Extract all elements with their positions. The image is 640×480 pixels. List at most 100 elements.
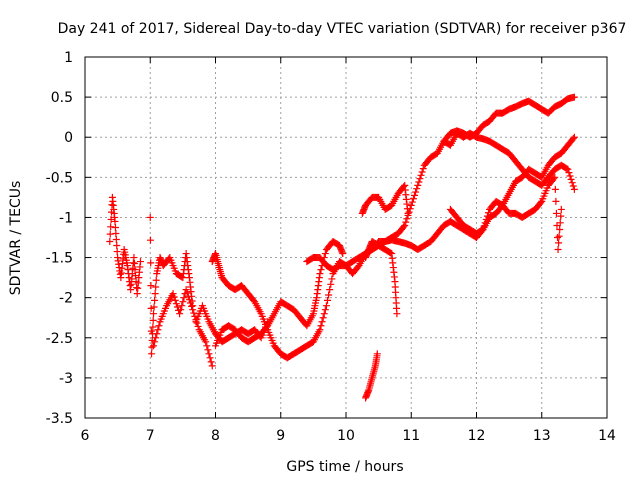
series-trace-h [362,238,401,318]
data-point [204,346,212,354]
data-point [106,238,114,246]
series-trace-b [146,213,197,358]
data-point [404,209,412,217]
data-point [552,197,560,205]
data-point [327,280,335,288]
data-point [570,93,578,101]
data-point [412,188,420,196]
data-point [171,296,179,304]
data-point [316,326,324,334]
data-point [107,223,115,231]
data-point [407,201,415,209]
data-point [400,183,408,191]
data-point [556,219,564,227]
y-tick-labels: -3.5 -3 -2.5 -2 -1.5 -1 -0.5 0 0.5 1 [46,50,73,427]
data-point [153,330,161,338]
data-point [151,290,159,298]
data-point [555,239,563,247]
data-point [415,178,423,186]
data-point [264,318,272,326]
data-point [482,215,490,223]
data-point [176,310,184,318]
data-point [325,291,333,299]
y-tick-label: -2 [59,291,73,307]
data-point [183,289,191,297]
series-trace-k [440,129,578,193]
data-point [190,309,198,317]
series-trace-f [192,302,272,346]
data-point [419,165,427,173]
data-point [568,179,576,187]
data-point [152,334,160,342]
data-point [112,229,120,237]
data-point [179,298,187,306]
data-point [148,350,156,358]
data-point [317,322,325,330]
data-point [133,284,141,292]
data-point [111,223,119,231]
data-point [411,191,419,199]
data-point [551,173,559,181]
data-point [569,182,577,190]
data-point [149,323,157,331]
series-trace-i [362,350,381,402]
data-point [155,322,163,330]
data-point [555,232,563,240]
data-point [202,338,210,346]
data-point [150,342,158,350]
data-point [569,135,577,143]
data-point [130,260,138,268]
data-point [557,205,565,213]
data-point [146,213,154,221]
data-point [182,286,190,294]
x-tick-label: 11 [402,428,420,444]
data-point [170,293,178,301]
y-tick-label: -0.5 [46,170,73,186]
data-point [320,310,328,318]
data-point [339,250,347,258]
data-point [205,350,213,358]
series-trace-d [208,93,578,362]
data-point [147,259,155,267]
y-tick-label: -1 [59,210,73,226]
data-point [322,302,330,310]
data-point [188,302,196,310]
data-point [417,171,425,179]
data-point [136,258,144,266]
data-point [414,181,422,189]
data-point [208,362,216,370]
data-point [537,199,545,207]
data-point [152,276,160,284]
data-point [147,282,155,290]
data-point [570,185,578,193]
data-point [186,299,194,307]
data-point [402,218,410,226]
x-tick-label: 14 [598,428,616,444]
data-point [147,304,155,312]
data-point [146,236,154,244]
y-tick-label: 0 [64,130,73,146]
ticks [84,56,608,419]
plot-frame [84,56,608,419]
data-point [554,234,562,241]
data-point [180,294,188,302]
data-point [319,314,327,322]
x-tick-label: 6 [81,428,90,444]
data-point [113,248,121,256]
data-point [169,290,177,298]
x-tick-label: 7 [146,428,155,444]
x-tick-label: 8 [211,428,220,444]
data-point [479,225,487,233]
data-point [409,195,417,203]
data-point [552,209,560,217]
y-tick-label: -1.5 [46,251,73,267]
data-point [206,354,214,362]
data-point [177,306,185,314]
data-point [172,300,180,308]
data-point [321,306,329,314]
y-axis-label: SDTVAR / TECUs [8,181,24,296]
data-point [316,270,324,278]
data-point [111,217,119,225]
data-point [401,221,409,229]
